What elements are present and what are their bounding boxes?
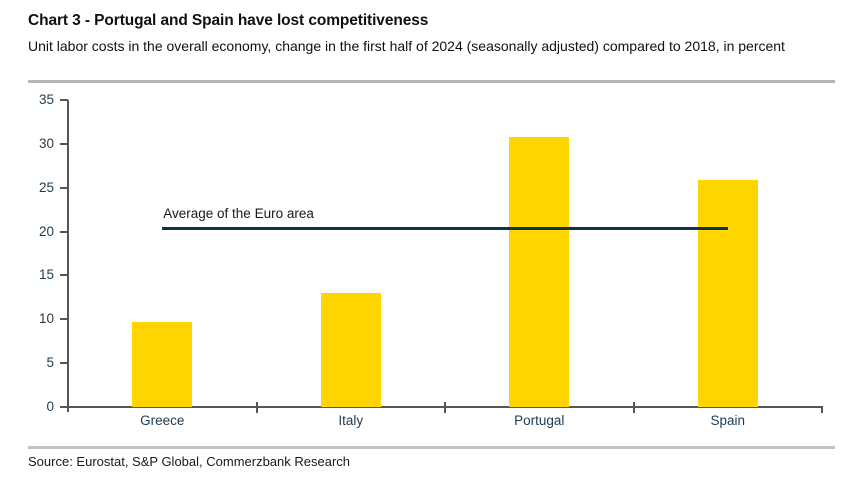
y-tick-label: 25 [38, 179, 54, 195]
y-tick [60, 362, 68, 365]
y-tick [60, 318, 68, 321]
x-label-spain: Spain [710, 413, 746, 428]
y-tick-label: 0 [46, 399, 54, 414]
source-note: Source: Eurostat, S&P Global, Commerzban… [28, 454, 351, 469]
y-tick-label: 30 [38, 135, 54, 151]
y-tick [60, 99, 68, 101]
bar-italy [320, 292, 381, 407]
x-tick [444, 402, 446, 413]
bar-spain [697, 179, 758, 407]
average-line-label: Average of the Euro area [163, 205, 314, 221]
chart-header: Chart 3 - Portugal and Spain have lost c… [28, 12, 828, 56]
y-tick-label: 35 [38, 92, 54, 107]
y-tick-label: 15 [38, 267, 54, 283]
y-axis-line [67, 100, 69, 412]
x-tick [821, 407, 823, 413]
chart-subtitle: Unit labor costs in the overall economy,… [28, 38, 785, 54]
chart-title: Chart 3 - Portugal and Spain have lost c… [28, 12, 429, 29]
y-tick [60, 142, 68, 145]
x-label-greece: Greece [140, 413, 185, 428]
y-tick [60, 186, 68, 189]
x-tick [255, 402, 258, 413]
x-label-italy: Italy [338, 413, 364, 428]
y-tick [60, 274, 68, 277]
x-label-portugal: Portugal [514, 413, 565, 428]
header-divider [28, 80, 835, 83]
y-tick-label: 5 [46, 355, 54, 371]
y-tick-label: 10 [38, 311, 54, 327]
x-tick [632, 402, 635, 413]
footer-divider [28, 446, 835, 449]
y-tick [60, 406, 68, 408]
bar-greece [132, 321, 193, 407]
average-line [162, 227, 728, 231]
y-tick [60, 230, 68, 233]
y-tick-label: 20 [38, 223, 54, 239]
bar-portugal [509, 136, 570, 407]
